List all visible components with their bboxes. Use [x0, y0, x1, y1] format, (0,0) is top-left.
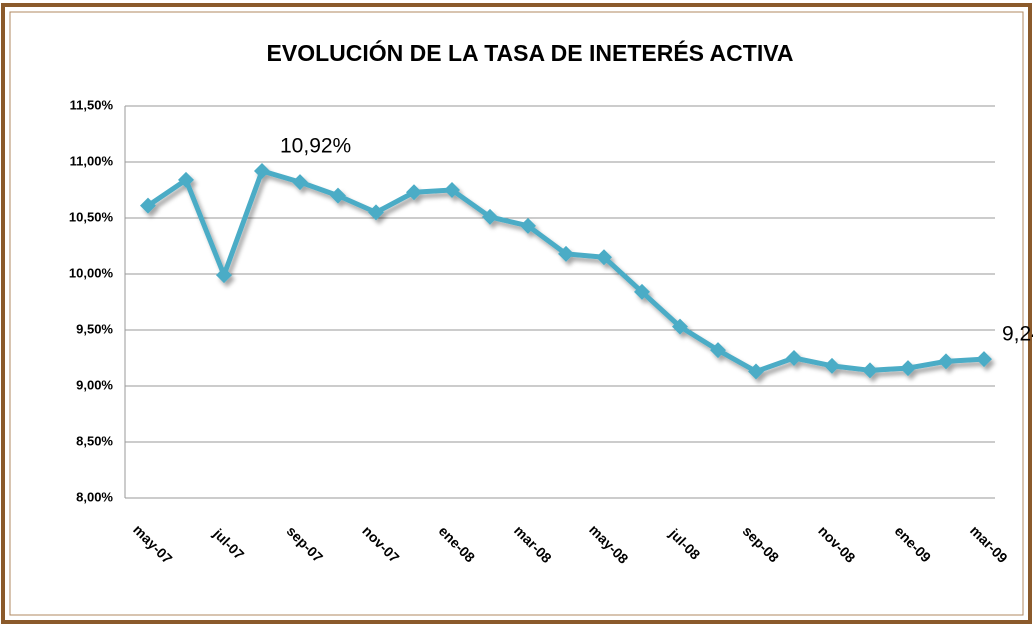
- series: [140, 162, 992, 380]
- y-tick-label: 8,00%: [76, 489, 113, 504]
- marker: [824, 357, 840, 374]
- y-tick-label: 11,50%: [70, 97, 114, 112]
- marker: [520, 217, 536, 234]
- y-tick-label: 10,00%: [69, 265, 114, 280]
- marker: [634, 283, 650, 300]
- marker: [976, 351, 992, 368]
- marker: [178, 171, 194, 188]
- marker: [216, 267, 232, 284]
- y-tick-label: 11,00%: [70, 153, 114, 168]
- data-label: 10,92%: [280, 135, 351, 158]
- frame: [1, 3, 1032, 624]
- marker: [330, 187, 346, 204]
- chart-title: EVOLUCIÓN DE LA TASA DE INETERÉS ACTIVA: [267, 39, 794, 66]
- marker: [900, 360, 916, 377]
- marker: [710, 342, 726, 359]
- marker: [938, 353, 954, 370]
- marker: [558, 245, 574, 262]
- y-tick-label: 8,50%: [76, 433, 113, 448]
- marker: [596, 249, 612, 266]
- y-tick-label: 9,00%: [76, 377, 113, 392]
- marker: [140, 197, 156, 214]
- y-tick-label: 10,50%: [69, 209, 114, 224]
- marker: [444, 182, 460, 198]
- marker: [406, 184, 422, 201]
- marker: [672, 318, 688, 335]
- marker: [292, 174, 308, 191]
- marker: [862, 362, 878, 379]
- inner-frame: [9, 11, 1024, 616]
- data-label: 9,24%: [1002, 323, 1033, 346]
- marker: [786, 350, 802, 366]
- y-tick-label: 9,50%: [76, 321, 113, 336]
- marker: [368, 204, 384, 221]
- marker: [482, 208, 498, 225]
- marker: [748, 363, 764, 380]
- marker: [254, 162, 270, 179]
